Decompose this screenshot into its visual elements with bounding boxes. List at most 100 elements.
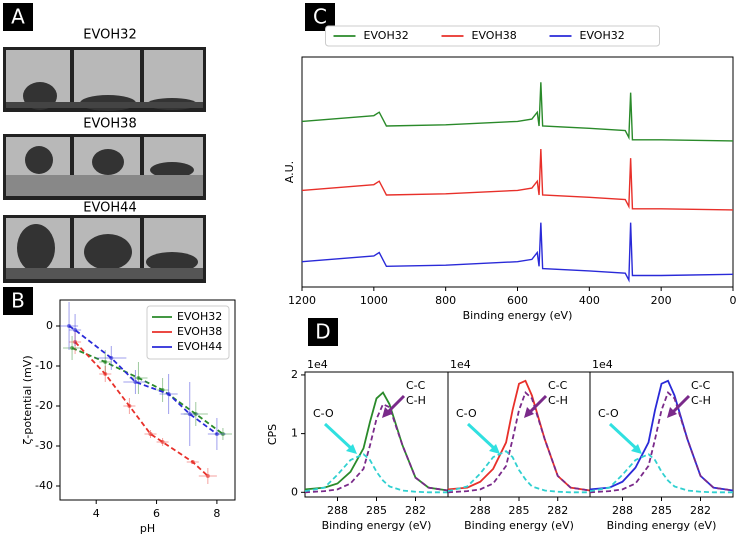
- annotation: C-C: [406, 379, 426, 392]
- annotation-arrow: [323, 422, 355, 452]
- panel-label: D: [315, 320, 330, 344]
- droplet: [17, 224, 55, 272]
- x-axis-label: pH: [140, 522, 155, 535]
- legend-label: EVOH32: [177, 310, 222, 323]
- x-tick-label: 400: [579, 294, 600, 307]
- arrow-head: [489, 444, 500, 454]
- marker: [109, 356, 114, 360]
- droplet: [92, 149, 124, 175]
- series-line: [304, 403, 449, 494]
- marker: [148, 432, 153, 436]
- x-tick-label: 4: [93, 507, 100, 520]
- substrate: [6, 268, 203, 279]
- legend-label: EVOH38: [472, 29, 517, 42]
- legend-label: EVOH38: [177, 325, 222, 338]
- annotation: C-O: [456, 407, 477, 420]
- x-tick-label: 600: [507, 294, 528, 307]
- series-line: [301, 82, 734, 142]
- panel-label-box: [3, 287, 33, 315]
- series-line: [304, 453, 448, 494]
- annotation: C-O: [313, 407, 334, 420]
- marker: [160, 440, 165, 444]
- legend-box: [325, 25, 660, 47]
- marker: [73, 340, 78, 344]
- x-axis-label: Binding energy (eV): [464, 519, 574, 532]
- x-axis-label: Binding energy (eV): [322, 519, 432, 532]
- annotation: C-H: [691, 394, 711, 407]
- x-tick-label: 0: [730, 294, 737, 307]
- arrow-head: [631, 444, 642, 454]
- annotation: C-H: [548, 394, 568, 407]
- marker: [73, 328, 78, 332]
- row-label: EVOH38: [83, 117, 136, 132]
- arrow-head: [667, 407, 677, 418]
- legend-label: EVOH32: [580, 29, 625, 42]
- series-line: [589, 379, 734, 492]
- x-axis-label: Binding energy (eV): [607, 519, 717, 532]
- y-tick-label: 0: [46, 319, 53, 332]
- y-axis-label: A.U.: [283, 161, 296, 183]
- annotation: C-C: [548, 379, 568, 392]
- panel-label-box: [3, 3, 33, 31]
- series-line: [589, 453, 733, 494]
- x-tick-label: 1200: [288, 294, 316, 307]
- x-tick-label: 288: [612, 504, 633, 517]
- x-tick-label: 288: [327, 504, 348, 517]
- series-line: [447, 390, 591, 494]
- annotation-arrow: [608, 422, 640, 452]
- marker: [187, 412, 192, 416]
- x-tick-label: 200: [651, 294, 672, 307]
- panel-label-box: [308, 318, 338, 346]
- row-label: EVOH44: [83, 201, 136, 216]
- panel-a: A EVOH32 EVOH38 EVOH44: [3, 3, 206, 283]
- series-line: [447, 379, 591, 492]
- plot-frame: [59, 299, 236, 501]
- marker: [220, 432, 225, 436]
- annotation: C-O: [598, 407, 619, 420]
- row-label: EVOH32: [83, 28, 136, 43]
- annotation: C-H: [406, 394, 426, 407]
- panel-label: B: [11, 289, 25, 313]
- substrate: [6, 175, 203, 196]
- y-tick-label: 2: [291, 368, 298, 381]
- x-tick-label: 282: [690, 504, 711, 517]
- annotation-arrow: [466, 422, 498, 452]
- legend-box: [146, 305, 230, 360]
- y-tick-label: -20: [35, 399, 53, 412]
- y-tick-label: 0: [291, 485, 298, 498]
- marker: [103, 372, 108, 376]
- y-tick-label: -40: [35, 479, 53, 492]
- series-line: [589, 390, 734, 494]
- substrate: [6, 102, 203, 108]
- x-tick-label: 288: [470, 504, 491, 517]
- plot-frame: [447, 371, 591, 498]
- marker: [136, 376, 141, 380]
- marker: [70, 346, 75, 350]
- x-tick-label: 800: [435, 294, 456, 307]
- marker: [67, 324, 72, 328]
- y-tick-label: -10: [35, 359, 53, 372]
- marker: [205, 474, 210, 478]
- offset-label: 1e4: [307, 358, 328, 371]
- marker: [214, 432, 219, 436]
- photos: [3, 47, 206, 283]
- arrow-head: [524, 407, 534, 418]
- x-tick-label: 285: [366, 504, 387, 517]
- x-tick-label: 1000: [360, 294, 388, 307]
- series-line: [447, 450, 590, 494]
- series-line: [301, 222, 734, 283]
- plot-frame: [304, 371, 449, 498]
- arrow-head: [346, 444, 357, 454]
- marker: [127, 404, 132, 408]
- plot-frame: [301, 56, 734, 288]
- droplet: [146, 252, 198, 272]
- y-tick-label: -30: [35, 439, 53, 452]
- legend-label: EVOH44: [177, 340, 222, 353]
- offset-label: 1e4: [592, 358, 613, 371]
- x-tick-label: 285: [509, 504, 530, 517]
- x-tick-label: 282: [547, 504, 568, 517]
- marker: [193, 412, 198, 416]
- arrow-head: [382, 407, 392, 418]
